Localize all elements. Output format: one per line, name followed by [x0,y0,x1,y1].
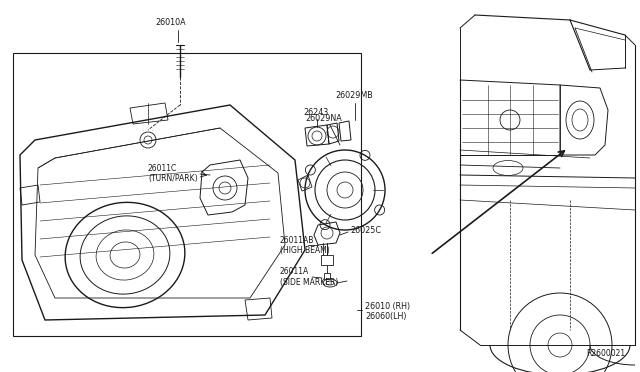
Text: 26010 (RH): 26010 (RH) [365,301,410,311]
Text: 26011AB: 26011AB [280,235,314,244]
Text: (HIGH BEAM): (HIGH BEAM) [280,246,330,254]
Text: 26029NA: 26029NA [305,113,342,122]
Text: 26025C: 26025C [350,225,381,234]
Text: 26243: 26243 [303,108,328,116]
Text: (TURN/PARK): (TURN/PARK) [148,173,198,183]
Text: (SIDE MARKER): (SIDE MARKER) [280,278,339,286]
Text: 26011A: 26011A [280,267,309,276]
Text: 26011C: 26011C [148,164,177,173]
Text: 26060(LH): 26060(LH) [365,311,406,321]
Bar [13,53,361,336]
Text: R2600021: R2600021 [586,349,625,358]
Text: 26010A: 26010A [155,17,186,26]
Text: 26029MB: 26029MB [335,90,372,99]
